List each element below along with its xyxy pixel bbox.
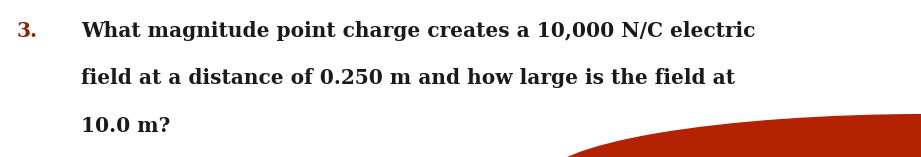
Text: field at a distance of 0.250 m and how large is the field at: field at a distance of 0.250 m and how l…	[81, 68, 735, 89]
Text: 3.: 3.	[17, 21, 38, 41]
Text: What magnitude point charge creates a 10,000 N/C electric: What magnitude point charge creates a 10…	[81, 21, 755, 41]
Text: 10.0 m?: 10.0 m?	[81, 116, 170, 136]
Circle shape	[543, 115, 921, 157]
